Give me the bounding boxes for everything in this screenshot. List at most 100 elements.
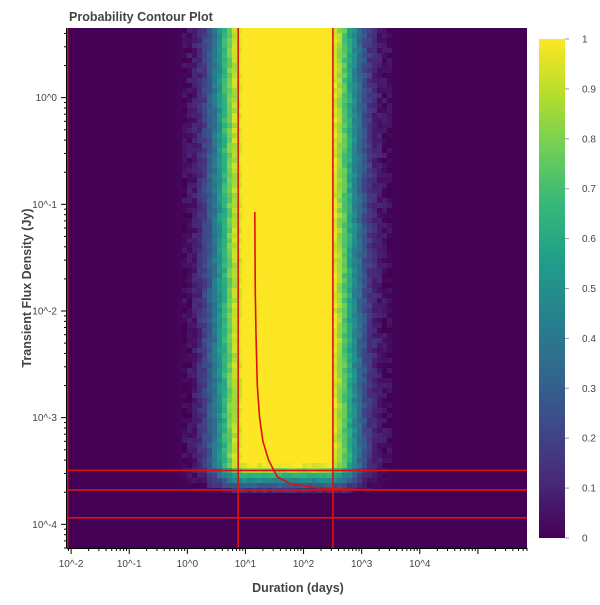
heatmap-cell (442, 53, 448, 59)
heatmap-cell (482, 28, 488, 34)
heatmap-cell (487, 73, 493, 79)
heatmap-cell (77, 228, 83, 234)
heatmap-cell (492, 63, 498, 69)
heatmap-cell (372, 83, 378, 89)
heatmap-cell (67, 68, 73, 74)
heatmap-cell (327, 278, 333, 284)
heatmap-cell (517, 38, 523, 44)
heatmap-cell (302, 58, 308, 64)
heatmap-cell (97, 178, 103, 184)
heatmap-cell (102, 283, 108, 289)
heatmap-cell (227, 58, 233, 64)
heatmap-cell (122, 298, 128, 304)
heatmap-cell (437, 213, 443, 219)
heatmap-cell (327, 143, 333, 149)
heatmap-cell (432, 203, 438, 209)
heatmap-cell (407, 143, 413, 149)
heatmap-cell (387, 28, 393, 34)
heatmap-cell (102, 63, 108, 69)
heatmap-cell (417, 58, 423, 64)
heatmap-cell (472, 188, 478, 194)
heatmap-cell (442, 73, 448, 79)
heatmap-cell (217, 278, 223, 284)
heatmap-cell (512, 138, 518, 144)
heatmap-cell (262, 153, 268, 159)
heatmap-cell (137, 218, 143, 224)
heatmap-cell (182, 278, 188, 284)
heatmap-cell (337, 103, 343, 109)
heatmap-cell (202, 138, 208, 144)
heatmap-cell (332, 43, 338, 49)
heatmap-cell (72, 288, 78, 294)
heatmap-cell (77, 163, 83, 169)
heatmap-cell (437, 88, 443, 94)
heatmap-cell (197, 173, 203, 179)
heatmap-cell (512, 28, 518, 34)
heatmap-cell (77, 243, 83, 249)
heatmap-cell (417, 133, 423, 139)
heatmap-cell (362, 188, 368, 194)
heatmap-cell (262, 183, 268, 189)
heatmap-cell (477, 203, 483, 209)
heatmap-cell (122, 53, 128, 59)
heatmap-cell (467, 138, 473, 144)
heatmap-cell (517, 193, 523, 199)
heatmap-cell (352, 128, 358, 134)
heatmap-cell (397, 138, 403, 144)
heatmap-cell (282, 223, 288, 229)
heatmap-cell (357, 128, 363, 134)
heatmap-cell (492, 163, 498, 169)
heatmap-cell (387, 88, 393, 94)
heatmap-cell (132, 158, 138, 164)
heatmap-cell (382, 113, 388, 119)
heatmap-cell (482, 243, 488, 249)
heatmap-cell (277, 73, 283, 79)
heatmap-cell (362, 148, 368, 154)
heatmap-cell (267, 288, 273, 294)
heatmap-cell (397, 238, 403, 244)
heatmap-cell (487, 273, 493, 279)
heatmap-cell (127, 238, 133, 244)
heatmap-cell (137, 188, 143, 194)
heatmap-cell (212, 173, 218, 179)
heatmap-cell (452, 88, 458, 94)
heatmap-cell (202, 168, 208, 174)
heatmap-cell (127, 273, 133, 279)
heatmap-cell (232, 68, 238, 74)
heatmap-cell (212, 33, 218, 39)
heatmap-cell (87, 248, 93, 254)
heatmap-cell (192, 228, 198, 234)
heatmap-cell (512, 128, 518, 134)
heatmap-cell (292, 228, 298, 234)
heatmap-cell (97, 103, 103, 109)
heatmap-cell (467, 288, 473, 294)
heatmap-cell (337, 223, 343, 229)
heatmap-cell (412, 288, 418, 294)
heatmap-cell (112, 268, 118, 274)
heatmap-cell (512, 283, 518, 289)
heatmap-cell (262, 43, 268, 49)
heatmap-cell (292, 33, 298, 39)
heatmap-cell (477, 193, 483, 199)
heatmap-cell (392, 138, 398, 144)
heatmap-cell (162, 258, 168, 264)
heatmap-cell (302, 73, 308, 79)
heatmap-cell (127, 113, 133, 119)
heatmap-cell (392, 98, 398, 104)
heatmap-cell (342, 158, 348, 164)
heatmap-cell (427, 88, 433, 94)
heatmap-cell (332, 148, 338, 154)
heatmap-cell (212, 188, 218, 194)
heatmap-cell (397, 133, 403, 139)
heatmap-cell (242, 83, 248, 89)
heatmap-cell (187, 188, 193, 194)
heatmap-cell (292, 258, 298, 264)
heatmap-cell (132, 123, 138, 129)
heatmap-cell (247, 218, 253, 224)
heatmap-cell (287, 283, 293, 289)
heatmap-cell (312, 63, 318, 69)
heatmap-cell (147, 28, 153, 34)
heatmap-cell (502, 228, 508, 234)
heatmap-cell (162, 128, 168, 134)
heatmap-cell (432, 138, 438, 144)
